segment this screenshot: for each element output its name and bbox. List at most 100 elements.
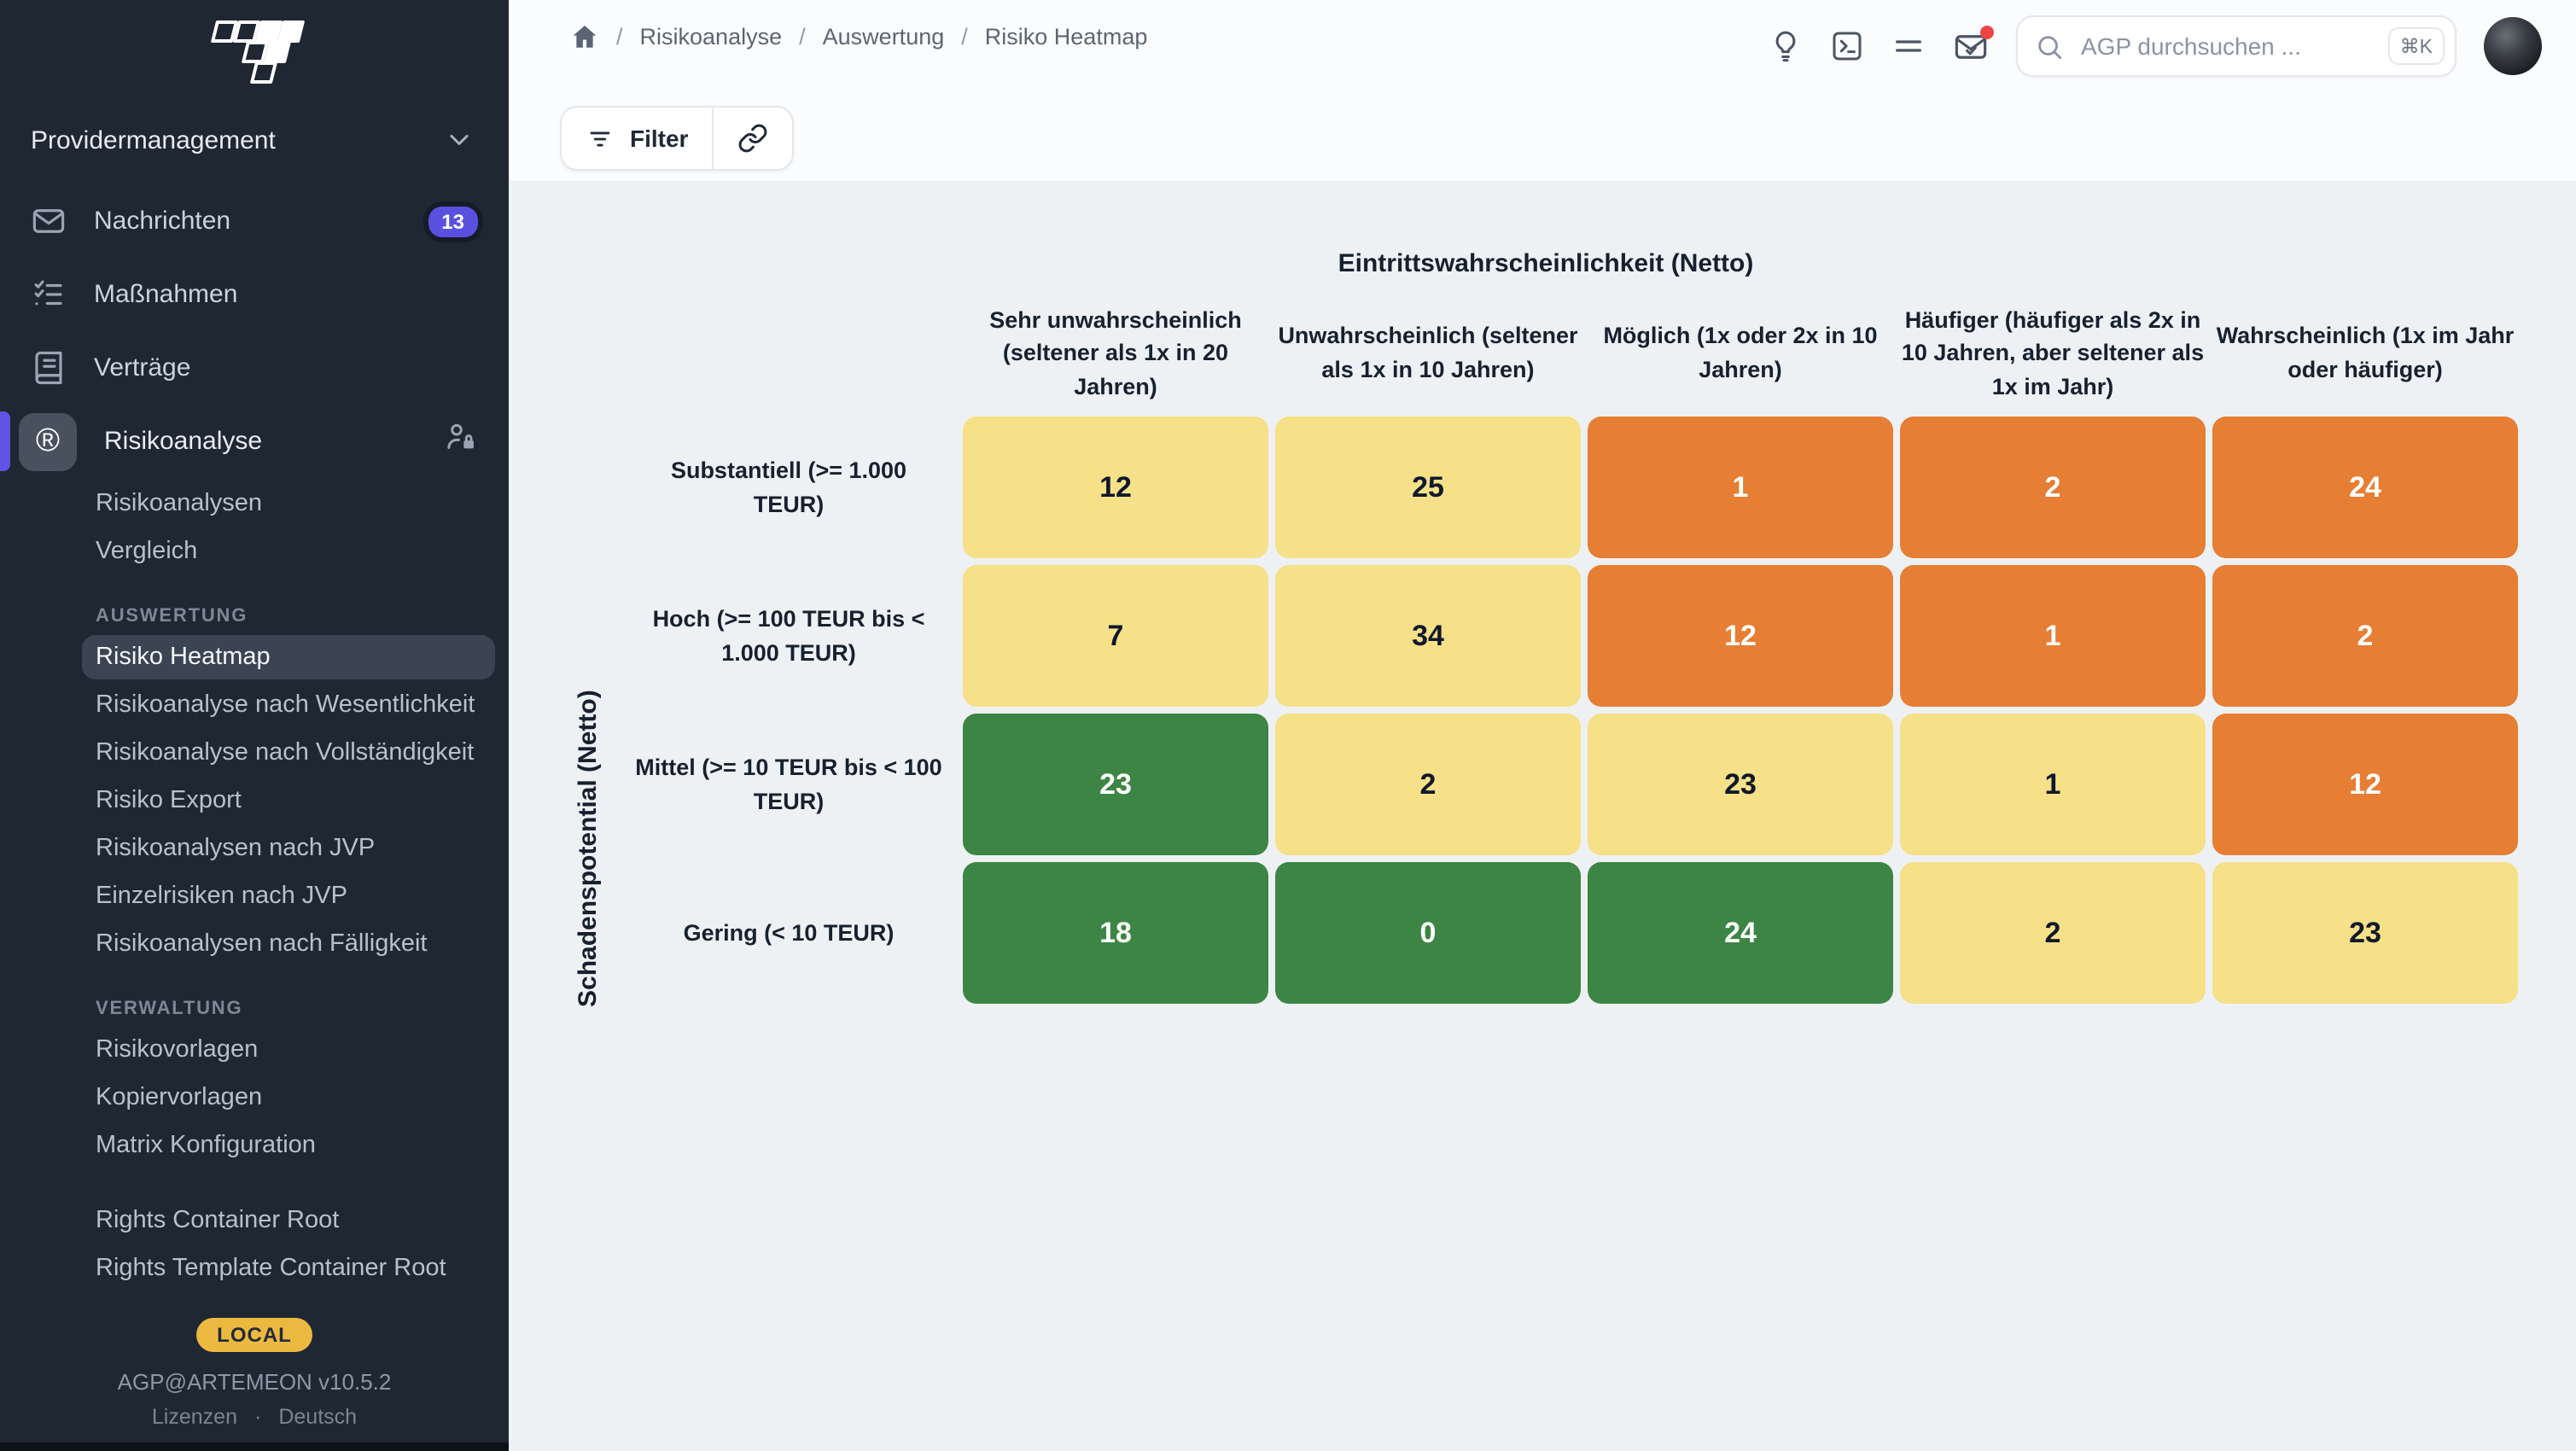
breadcrumb-item[interactable]: Risiko Heatmap bbox=[984, 24, 1148, 50]
sidebar-subitem-risiko-export[interactable]: Risiko Export bbox=[96, 787, 242, 814]
y-axis-title: Schadenspotential (Netto) bbox=[574, 690, 603, 1007]
sidebar-subitem-risiko-heatmap[interactable]: Risiko Heatmap bbox=[82, 635, 495, 679]
workspace-switcher[interactable]: Providermanagement bbox=[0, 119, 509, 160]
section-auswertung-items: Risiko Heatmap Risikoanalyse nach Wesentl… bbox=[0, 635, 509, 968]
footer-separator: · bbox=[254, 1405, 262, 1429]
section-title-auswertung: AUSWERTUNG bbox=[96, 606, 248, 626]
heatmap-cell[interactable]: 12 bbox=[2212, 714, 2518, 855]
sidebar-subitem-rights-container-root[interactable]: Rights Container Root bbox=[96, 1207, 340, 1234]
book-icon bbox=[35, 351, 62, 385]
sidebar-subitem-einzelrisiken-nach-jvp[interactable]: Einzelrisiken nach JVP bbox=[96, 883, 347, 910]
heatmap-column-header: Wahrscheinlich (1x im Jahr oder häufiger… bbox=[2216, 323, 2515, 382]
notification-dot bbox=[1980, 25, 1994, 38]
chevron-down-icon bbox=[450, 135, 469, 145]
sidebar-footer: LOCAL AGP@ARTEMEON v10.5.2 Lizenzen · De… bbox=[0, 1318, 509, 1442]
heatmap-cell[interactable]: 0 bbox=[1275, 862, 1581, 1004]
sidebar: Providermanagement Nachrichten 13 Maßnah… bbox=[0, 0, 509, 1451]
heatmap-row-label: Mittel (>= 10 TEUR bis < 100 TEUR) bbox=[635, 754, 942, 813]
heatmap-cell[interactable]: 2 bbox=[1900, 862, 2206, 1004]
x-axis-title: Eintrittswahrscheinlichkeit (Netto) bbox=[1338, 249, 1754, 278]
heatmap-column-header: Häufiger (häufiger als 2x in 10 Jahren, … bbox=[1901, 306, 2205, 399]
user-avatar[interactable] bbox=[2484, 17, 2542, 75]
lightbulb-icon[interactable] bbox=[1769, 29, 1803, 63]
rights-links: Rights Container Root Rights Template Con… bbox=[0, 1197, 509, 1292]
sidebar-item-risikoanalyse[interactable]: ® Risikoanalyse bbox=[0, 405, 509, 478]
sidebar-subitem-matrix-konfiguration[interactable]: Matrix Konfiguration bbox=[96, 1132, 316, 1159]
heatmap-cell[interactable]: 34 bbox=[1275, 565, 1581, 707]
heatmap-column-header: Sehr unwahrscheinlich (seltener als 1x i… bbox=[989, 306, 1242, 399]
heatmap-cell[interactable]: 2 bbox=[1900, 417, 2206, 558]
terminal-icon[interactable] bbox=[1830, 29, 1864, 63]
heatmap-cell[interactable]: 12 bbox=[963, 417, 1268, 558]
breadcrumb: / Risikoanalyse / Auswertung / Risiko He… bbox=[570, 22, 1147, 51]
heatmap-cell[interactable]: 7 bbox=[963, 565, 1268, 707]
sidebar-item-vertraege[interactable]: Verträge bbox=[0, 331, 509, 405]
heatmap-column-header: Unwahrscheinlich (seltener als 1x in 10 … bbox=[1278, 323, 1578, 382]
registered-icon: ® bbox=[19, 412, 77, 470]
sidebar-item-label: Verträge bbox=[94, 353, 191, 382]
heatmap-cell[interactable]: 18 bbox=[963, 862, 1268, 1004]
unread-count-badge: 13 bbox=[428, 206, 478, 236]
heatmap-cell[interactable]: 23 bbox=[2212, 862, 2518, 1004]
heatmap-cell[interactable]: 23 bbox=[1588, 714, 1893, 855]
heatmap-cell[interactable]: 25 bbox=[1275, 417, 1581, 558]
home-icon[interactable] bbox=[570, 22, 599, 51]
checklist-icon bbox=[34, 280, 62, 306]
sidebar-subitem-risikoanalysen[interactable]: Risikoanalysen bbox=[96, 490, 263, 517]
mail-check-icon[interactable] bbox=[1953, 25, 1994, 64]
app-version: AGP@ARTEMEON v10.5.2 bbox=[117, 1369, 392, 1395]
risk-heatmap: Eintrittswahrscheinlichkeit (Netto) Sehr… bbox=[570, 249, 2521, 1007]
search-icon bbox=[2038, 35, 2062, 59]
menu-icon[interactable] bbox=[1891, 29, 1926, 63]
sidebar-item-nachrichten[interactable]: Nachrichten 13 bbox=[0, 184, 509, 258]
licenses-link[interactable]: Lizenzen bbox=[151, 1405, 237, 1429]
sidebar-nav: Nachrichten 13 Maßnahmen Verträge ® Risi… bbox=[0, 184, 509, 1292]
breadcrumb-separator: / bbox=[961, 24, 968, 50]
link-icon bbox=[739, 124, 767, 153]
breadcrumb-item[interactable]: Auswertung bbox=[822, 24, 945, 50]
heatmap-cell[interactable]: 1 bbox=[1588, 417, 1893, 558]
heatmap-cell[interactable]: 1 bbox=[1900, 565, 2206, 707]
breadcrumb-separator: / bbox=[616, 24, 623, 50]
heatmap-cell[interactable]: 12 bbox=[1588, 565, 1893, 707]
heatmap-cell[interactable]: 2 bbox=[2212, 565, 2518, 707]
heatmap-cell[interactable]: 23 bbox=[963, 714, 1268, 855]
sidebar-item-label: Maßnahmen bbox=[94, 280, 238, 309]
filter-button[interactable]: Filter bbox=[562, 108, 712, 169]
sidebar-item-label: Risikoanalyse bbox=[104, 427, 263, 456]
sidebar-subitem-vergleich[interactable]: Vergleich bbox=[96, 538, 198, 565]
heatmap-row: Mittel (>= 10 TEUR bis < 100 TEUR) 23 2 23 1… bbox=[570, 710, 2521, 859]
content-area: Eintrittswahrscheinlichkeit (Netto) Sehr… bbox=[509, 181, 2576, 1451]
mail-icon bbox=[32, 209, 65, 233]
risikoanalyse-children: Risikoanalysen Vergleich bbox=[0, 480, 509, 575]
heatmap-cell[interactable]: 2 bbox=[1275, 714, 1581, 855]
heatmap-row-label: Hoch (>= 100 TEUR bis < 1.000 TEUR) bbox=[652, 605, 925, 665]
sidebar-item-massnahmen[interactable]: Maßnahmen bbox=[0, 258, 509, 331]
sidebar-subitem-risikoanalysen-nach-jvp[interactable]: Risikoanalysen nach JVP bbox=[96, 835, 376, 862]
copy-link-button[interactable] bbox=[714, 108, 792, 169]
language-link[interactable]: Deutsch bbox=[278, 1405, 358, 1429]
sidebar-subitem-risikoanalysen-nach-f-lligkeit[interactable]: Risikoanalysen nach Fälligkeit bbox=[96, 930, 428, 958]
heatmap-cell[interactable]: 1 bbox=[1900, 714, 2206, 855]
global-search[interactable]: ⌘K bbox=[2016, 15, 2457, 77]
active-route-indicator bbox=[0, 411, 10, 471]
heatmap-body: Schadenspotential (Netto) Substantiell (… bbox=[570, 413, 2521, 1007]
section-verwaltung-items: Risikovorlagen Kopiervorlagen Matrix Konfi… bbox=[0, 1026, 509, 1169]
environment-badge: LOCAL bbox=[196, 1318, 312, 1352]
heatmap-cell[interactable]: 24 bbox=[1588, 862, 1893, 1004]
heatmap-column-headers: Sehr unwahrscheinlich (seltener als 1x i… bbox=[570, 300, 2521, 406]
filter-icon bbox=[590, 131, 610, 146]
sidebar-subitem-risikovorlagen[interactable]: Risikovorlagen bbox=[96, 1036, 259, 1063]
search-input[interactable] bbox=[2078, 31, 2375, 61]
heatmap-row-label: Substantiell (>= 1.000 TEUR) bbox=[670, 457, 907, 516]
heatmap-cell[interactable]: 24 bbox=[2212, 417, 2518, 558]
heatmap-row: Hoch (>= 100 TEUR bis < 1.000 TEUR) 7 34 12… bbox=[570, 562, 2521, 710]
sidebar-subitem-risikoanalyse-nach-wesentlichkeit[interactable]: Risikoanalyse nach Wesentlichkeit bbox=[96, 691, 475, 719]
sidebar-subitem-risikoanalyse-nach-vollst-ndigkeit[interactable]: Risikoanalyse nach Vollständigkeit bbox=[96, 739, 475, 766]
section-title-verwaltung: VERWALTUNG bbox=[96, 999, 243, 1019]
sidebar-subitem-kopiervorlagen[interactable]: Kopiervorlagen bbox=[96, 1084, 263, 1111]
breadcrumb-item[interactable]: Risikoanalyse bbox=[639, 24, 783, 50]
heatmap-row: Substantiell (>= 1.000 TEUR) 12 25 1 2 24 bbox=[570, 413, 2521, 562]
sidebar-subitem-rights-template-container-root[interactable]: Rights Template Container Root bbox=[96, 1255, 446, 1282]
